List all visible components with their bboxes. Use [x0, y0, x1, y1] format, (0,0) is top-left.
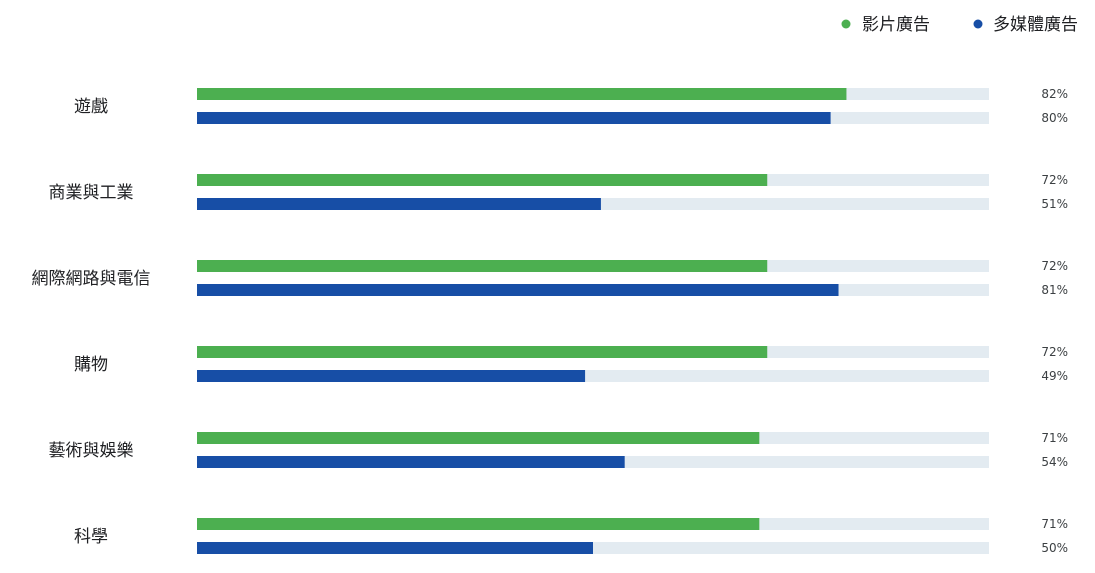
bar: [197, 518, 760, 530]
value-label: 51%: [1041, 197, 1068, 211]
bar: [197, 284, 839, 296]
legend-item: 多媒體廣告: [973, 15, 1078, 35]
value-label: 71%: [1041, 517, 1068, 531]
bar: [197, 260, 768, 272]
bar: [197, 346, 768, 358]
bar: [197, 88, 847, 100]
value-label: 72%: [1041, 345, 1068, 359]
value-label: 49%: [1041, 369, 1068, 383]
bar-groups: 遊戲 82% 80% 商業與工業 72% 51% 網際網路與電信 72% 81% 購物 72% 49%…: [32, 87, 1069, 555]
value-label: 54%: [1041, 455, 1068, 469]
legend-item: 影片廣告: [841, 15, 930, 35]
value-label: 71%: [1041, 431, 1068, 445]
legend-dot: [973, 19, 983, 29]
category-label: 購物: [74, 355, 108, 375]
value-label: 50%: [1041, 541, 1068, 555]
category-group: 科學 71% 50%: [74, 517, 1068, 555]
bar: [197, 370, 586, 382]
category-label: 網際網路與電信: [32, 269, 151, 289]
category-label: 藝術與娛樂: [49, 441, 134, 461]
category-group: 網際網路與電信 72% 81%: [32, 259, 1069, 297]
bar: [197, 542, 593, 554]
bar: [197, 198, 601, 210]
value-label: 82%: [1041, 87, 1068, 101]
category-group: 藝術與娛樂 71% 54%: [49, 431, 1069, 469]
bar: [197, 456, 625, 468]
category-group: 商業與工業 72% 51%: [49, 173, 1069, 211]
bar: [197, 112, 831, 124]
value-label: 72%: [1041, 173, 1068, 187]
value-label: 72%: [1041, 259, 1068, 273]
legend: 影片廣告 多媒體廣告: [841, 15, 1078, 35]
category-group: 購物 72% 49%: [74, 345, 1068, 383]
value-label: 81%: [1041, 283, 1068, 297]
bar: [197, 432, 760, 444]
category-label: 科學: [74, 527, 108, 547]
bar: [197, 174, 768, 186]
category-label: 遊戲: [74, 97, 108, 117]
legend-dot: [841, 19, 851, 29]
category-label: 商業與工業: [49, 183, 134, 203]
category-group: 遊戲 82% 80%: [74, 87, 1068, 125]
legend-label: 影片廣告: [862, 15, 930, 35]
value-label: 80%: [1041, 111, 1068, 125]
legend-label: 多媒體廣告: [993, 15, 1078, 35]
